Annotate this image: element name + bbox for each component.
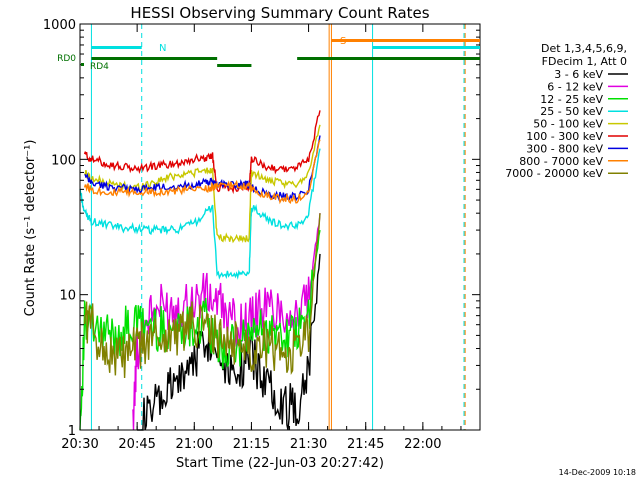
- x-tick-label: 21:30: [290, 437, 327, 452]
- series-line-0: [137, 253, 321, 431]
- x-tick-label: 22:00: [404, 437, 441, 452]
- legend-header: FDecim 1, Att 0: [542, 55, 627, 68]
- n-flag-bar: [91, 46, 142, 49]
- y-tick-label: 1000: [43, 18, 76, 33]
- n-label: N: [159, 43, 166, 54]
- s-flag-bar: [331, 39, 480, 42]
- rd4-marker: [81, 63, 84, 66]
- series-line-1: [131, 213, 321, 431]
- rd0-flag-bar-low: [217, 64, 252, 67]
- rd0-flag-bar: [91, 57, 218, 60]
- legend-header: Det 1,3,4,5,6,9,: [541, 42, 627, 55]
- flag-bars: RD0 RD4 N S: [57, 36, 480, 72]
- legend: Det 1,3,4,5,6,9,FDecim 1, Att 03 - 6 keV…: [505, 42, 628, 180]
- axes: 1 10 100 1000 20:30 20:45 21:00 21:15 21:30 21:45…: [43, 18, 481, 452]
- series-line-6: [84, 135, 321, 203]
- series-line-7: [83, 139, 321, 205]
- x-tick-label: 20:30: [61, 437, 98, 452]
- n-flag-bar-2: [372, 46, 480, 49]
- legend-entry-label: 3 - 6 keV: [554, 68, 603, 81]
- series-line-8: [83, 213, 321, 379]
- legend-entry-label: 25 - 50 keV: [540, 105, 603, 118]
- legend-entry-label: 7000 - 20000 keV: [505, 167, 603, 180]
- legend-entry-label: 6 - 12 keV: [547, 80, 603, 93]
- x-tick-label: 21:45: [347, 437, 384, 452]
- series-line-3: [79, 148, 321, 280]
- legend-entry-label: 50 - 100 keV: [533, 118, 603, 131]
- plot-area: [79, 24, 466, 431]
- legend-entry-label: 300 - 800 keV: [526, 142, 603, 155]
- rd0-label: RD0: [57, 54, 76, 64]
- series-line-2: [79, 229, 321, 431]
- chart-title: HESSI Observing Summary Count Rates: [130, 4, 429, 22]
- series-line-5: [83, 110, 321, 195]
- x-axis-label: Start Time (22-Jun-03 20:27:42): [176, 456, 384, 471]
- y-axis-label: Count Rate (s⁻¹ detector⁻¹): [23, 140, 38, 317]
- y-tick-label: 10: [59, 289, 76, 304]
- timestamp: 14-Dec-2009 10:18: [559, 468, 636, 477]
- y-tick-label: 100: [51, 153, 76, 168]
- legend-entry-label: 800 - 7000 keV: [519, 155, 603, 168]
- legend-entry-label: 12 - 25 keV: [540, 93, 603, 106]
- y-tick-label: 1: [68, 424, 76, 439]
- rd4-label: RD4: [90, 62, 109, 72]
- x-tick-label: 21:15: [233, 437, 270, 452]
- x-tick-label: 20:45: [118, 437, 155, 452]
- legend-entry-label: 100 - 300 keV: [526, 130, 603, 143]
- x-tick-label: 21:00: [176, 437, 213, 452]
- s-label: S: [340, 36, 346, 47]
- rd0-flag-bar: [297, 57, 480, 60]
- plot-frame: [79, 23, 481, 431]
